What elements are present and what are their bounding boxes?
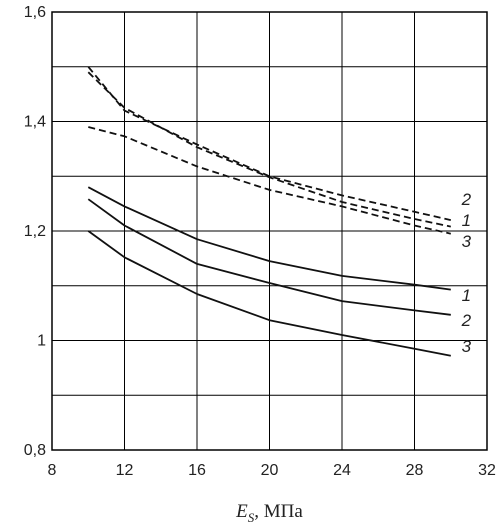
y-tick-label: 1,4 bbox=[24, 114, 46, 131]
x-axis-label: ES, МПа bbox=[235, 501, 303, 525]
x-tick-label: 12 bbox=[116, 462, 134, 479]
series-lines bbox=[87, 66, 452, 357]
series-line-dashed-3 bbox=[88, 126, 451, 235]
series-line-solid-1 bbox=[87, 186, 451, 291]
x-tick-labels: 8 12 16 20 24 28 32 bbox=[48, 462, 496, 479]
x-tick-label: 8 bbox=[48, 462, 57, 479]
y-tick-label: 0,8 bbox=[24, 442, 46, 459]
series-tag-1: 1 bbox=[462, 211, 471, 230]
x-tick-label: 16 bbox=[188, 462, 206, 479]
x-tick-label: 20 bbox=[261, 462, 279, 479]
series-line-solid-3 bbox=[87, 230, 451, 357]
x-axis-label-main: E bbox=[235, 501, 248, 522]
series-tag-0: 2 bbox=[461, 190, 472, 209]
x-tick-label: 28 bbox=[406, 462, 424, 479]
plot-frame bbox=[51, 11, 488, 451]
x-axis-label-sub: S bbox=[248, 510, 255, 525]
series-tag-4: 2 bbox=[461, 311, 472, 330]
series-tag-3: 1 bbox=[462, 286, 471, 305]
x-tick-label: 24 bbox=[333, 462, 351, 479]
y-tick-labels: 0,8 1 1,2 1,4 1,6 bbox=[24, 4, 46, 459]
series-line-dashed-2 bbox=[87, 66, 452, 221]
x-axis-label-rest: , МПа bbox=[254, 501, 303, 522]
series-tag-2: 3 bbox=[462, 232, 472, 251]
series-tag-5: 3 bbox=[462, 337, 472, 356]
y-tick-label: 1 bbox=[37, 333, 46, 350]
series-tags: 2 1 3 1 2 3 bbox=[461, 190, 472, 356]
grid bbox=[51, 11, 488, 451]
x-tick-label: 32 bbox=[478, 462, 496, 479]
series-line-solid-2 bbox=[87, 198, 451, 316]
y-tick-label: 1,2 bbox=[24, 223, 46, 240]
series-line-dashed-1 bbox=[87, 71, 451, 228]
y-tick-label: 1,6 bbox=[24, 4, 46, 21]
